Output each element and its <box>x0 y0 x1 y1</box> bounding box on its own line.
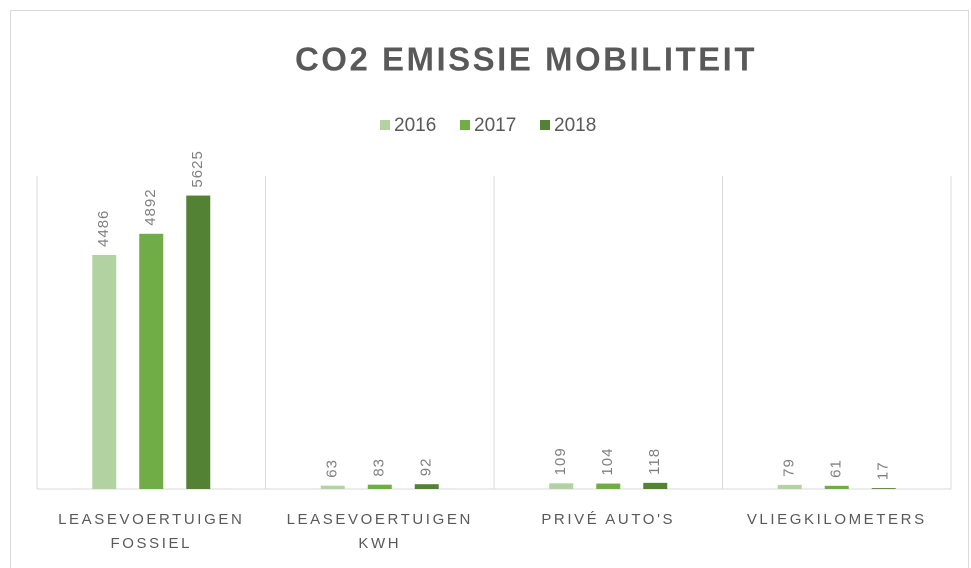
x-tick-label: VLIEGKILOMETERS <box>746 511 927 528</box>
bar <box>414 484 439 489</box>
value-label: 83 <box>371 458 388 477</box>
legend-label: 2018 <box>554 115 596 136</box>
bar <box>643 482 668 489</box>
value-label: 109 <box>552 447 569 475</box>
bar <box>320 485 345 489</box>
chart-title: CO2 EMISSIE MOBILITEIT <box>295 41 757 78</box>
bar <box>596 483 621 489</box>
bar <box>92 254 117 489</box>
legend-label: 2016 <box>394 115 436 136</box>
value-label: 5625 <box>189 150 206 187</box>
x-tick-label: PRIVÉ AUTO'S <box>541 511 676 528</box>
value-label: 92 <box>418 458 435 477</box>
x-tick-label: LEASEVOERTUIGEN KWH <box>286 511 473 552</box>
legend-label: 2017 <box>474 115 516 136</box>
bar <box>549 483 574 489</box>
chart-border <box>10 10 969 568</box>
value-label: 4892 <box>142 188 159 225</box>
value-label: 63 <box>324 459 341 478</box>
value-label: 4486 <box>95 210 112 247</box>
value-label: 104 <box>599 448 616 476</box>
value-label: 61 <box>828 459 845 478</box>
x-tick-label: LEASEVOERTUIGEN FOSSIEL <box>58 511 245 552</box>
legend-swatch <box>540 120 550 130</box>
value-label: 79 <box>781 458 798 477</box>
bar <box>871 488 896 489</box>
bar <box>777 484 802 489</box>
legend-swatch <box>380 120 390 130</box>
value-label: 118 <box>646 448 663 475</box>
legend-swatch <box>460 120 470 130</box>
bar <box>824 485 849 489</box>
bar <box>367 484 392 489</box>
bar <box>186 195 211 489</box>
value-label: 17 <box>875 461 892 480</box>
bar <box>139 233 164 489</box>
